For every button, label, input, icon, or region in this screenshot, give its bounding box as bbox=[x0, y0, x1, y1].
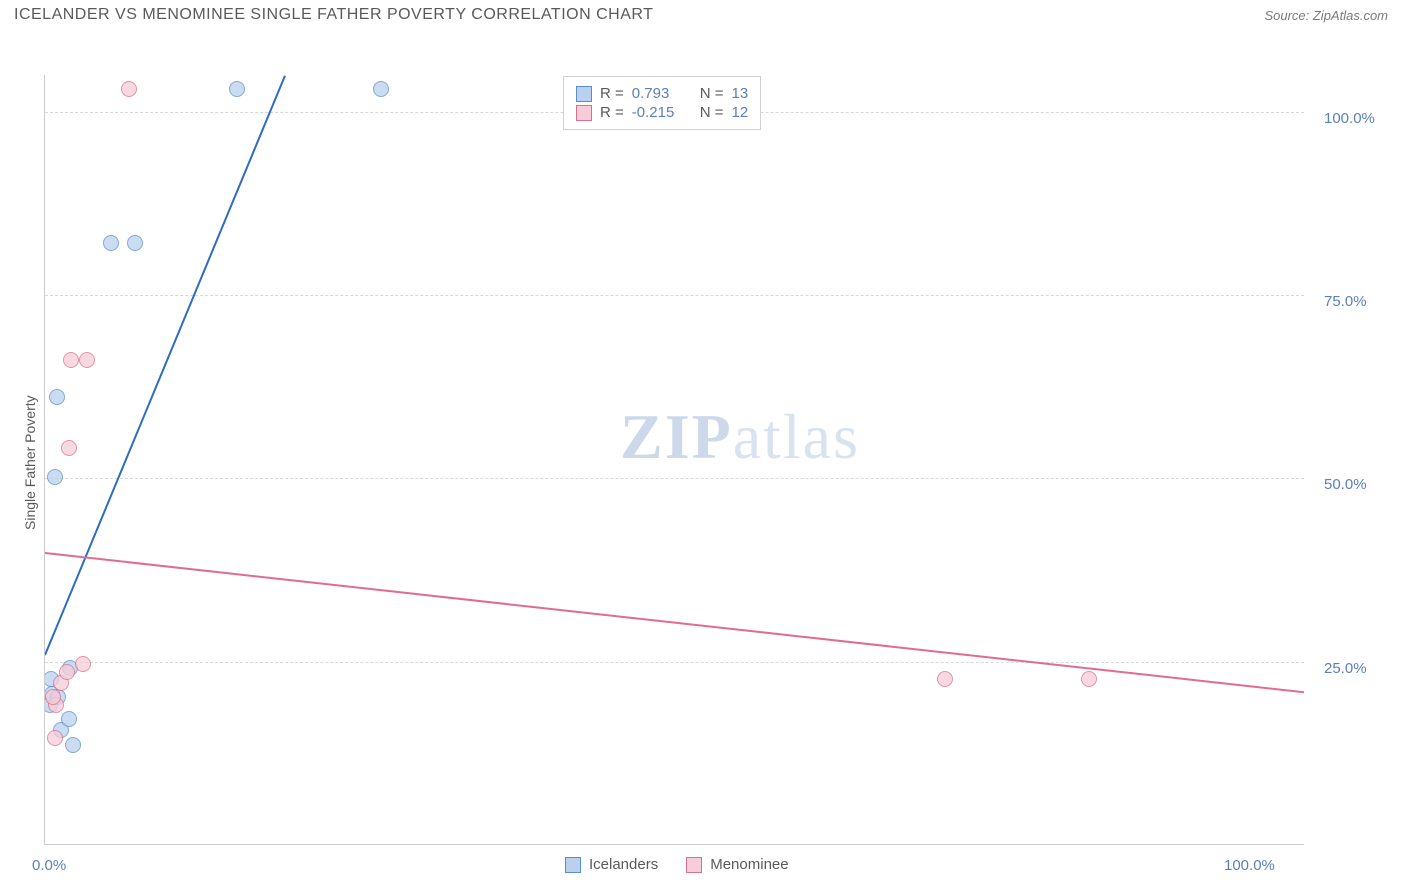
legend-label: Icelanders bbox=[589, 856, 658, 873]
plot-area bbox=[44, 75, 1304, 845]
scatter-point bbox=[75, 656, 91, 672]
xtick bbox=[405, 844, 406, 845]
legend-row: R = -0.215 N = 12 bbox=[576, 104, 748, 121]
gridline-h bbox=[45, 295, 1304, 296]
correlation-scatter-chart: 25.0% 50.0% 75.0% 100.0% 0.0% 100.0% Single Fa… bbox=[0, 30, 1406, 890]
scatter-point bbox=[47, 730, 63, 746]
scatter-point bbox=[373, 81, 389, 97]
chart-source: Source: ZipAtlas.com bbox=[1264, 8, 1388, 23]
scatter-point bbox=[937, 671, 953, 687]
ytick-label: 50.0% bbox=[1324, 476, 1367, 493]
xtick-label: 0.0% bbox=[32, 857, 66, 874]
scatter-point bbox=[61, 711, 77, 727]
n-label: N = bbox=[700, 85, 724, 102]
legend-swatch bbox=[565, 857, 581, 873]
scatter-point bbox=[229, 81, 245, 97]
chart-header: ICELANDER VS MENOMINEE SINGLE FATHER POV… bbox=[0, 0, 1406, 30]
scatter-point bbox=[127, 235, 143, 251]
n-value: 13 bbox=[732, 85, 749, 102]
ytick-label: 100.0% bbox=[1324, 110, 1375, 127]
legend-row: R = 0.793 N = 13 bbox=[576, 85, 748, 102]
xtick bbox=[165, 844, 166, 845]
yaxis-label: Single Father Poverty bbox=[22, 395, 38, 530]
legend-swatch bbox=[686, 857, 702, 873]
scatter-point bbox=[103, 235, 119, 251]
r-label: R = bbox=[600, 104, 624, 121]
series-legend: Icelanders Menominee bbox=[565, 856, 789, 873]
scatter-point bbox=[63, 352, 79, 368]
ytick-label: 75.0% bbox=[1324, 293, 1367, 310]
xtick bbox=[765, 844, 766, 845]
chart-title: ICELANDER VS MENOMINEE SINGLE FATHER POV… bbox=[14, 6, 653, 24]
xtick bbox=[1245, 844, 1246, 845]
xtick bbox=[885, 844, 886, 845]
scatter-point bbox=[65, 737, 81, 753]
n-value: 12 bbox=[732, 104, 749, 121]
xtick bbox=[1125, 844, 1126, 845]
xtick bbox=[645, 844, 646, 845]
scatter-point bbox=[61, 440, 77, 456]
correlation-legend: R = 0.793 N = 13R = -0.215 N = 12 bbox=[563, 76, 761, 130]
legend-item: Menominee bbox=[686, 856, 788, 873]
legend-swatch bbox=[576, 86, 592, 102]
legend-swatch bbox=[576, 105, 592, 121]
trend-line bbox=[45, 552, 1304, 693]
r-value: 0.793 bbox=[632, 85, 692, 102]
scatter-point bbox=[1081, 671, 1097, 687]
gridline-h bbox=[45, 478, 1304, 479]
xtick-label: 100.0% bbox=[1224, 857, 1275, 874]
ytick-label: 25.0% bbox=[1324, 660, 1367, 677]
scatter-point bbox=[59, 664, 75, 680]
legend-item: Icelanders bbox=[565, 856, 658, 873]
scatter-point bbox=[49, 389, 65, 405]
xtick bbox=[285, 844, 286, 845]
scatter-point bbox=[79, 352, 95, 368]
scatter-point bbox=[47, 469, 63, 485]
legend-label: Menominee bbox=[710, 856, 788, 873]
xtick bbox=[1005, 844, 1006, 845]
gridline-h bbox=[45, 662, 1304, 663]
n-label: N = bbox=[700, 104, 724, 121]
xtick bbox=[525, 844, 526, 845]
r-label: R = bbox=[600, 85, 624, 102]
r-value: -0.215 bbox=[632, 104, 692, 121]
scatter-point bbox=[121, 81, 137, 97]
scatter-point bbox=[45, 689, 61, 705]
